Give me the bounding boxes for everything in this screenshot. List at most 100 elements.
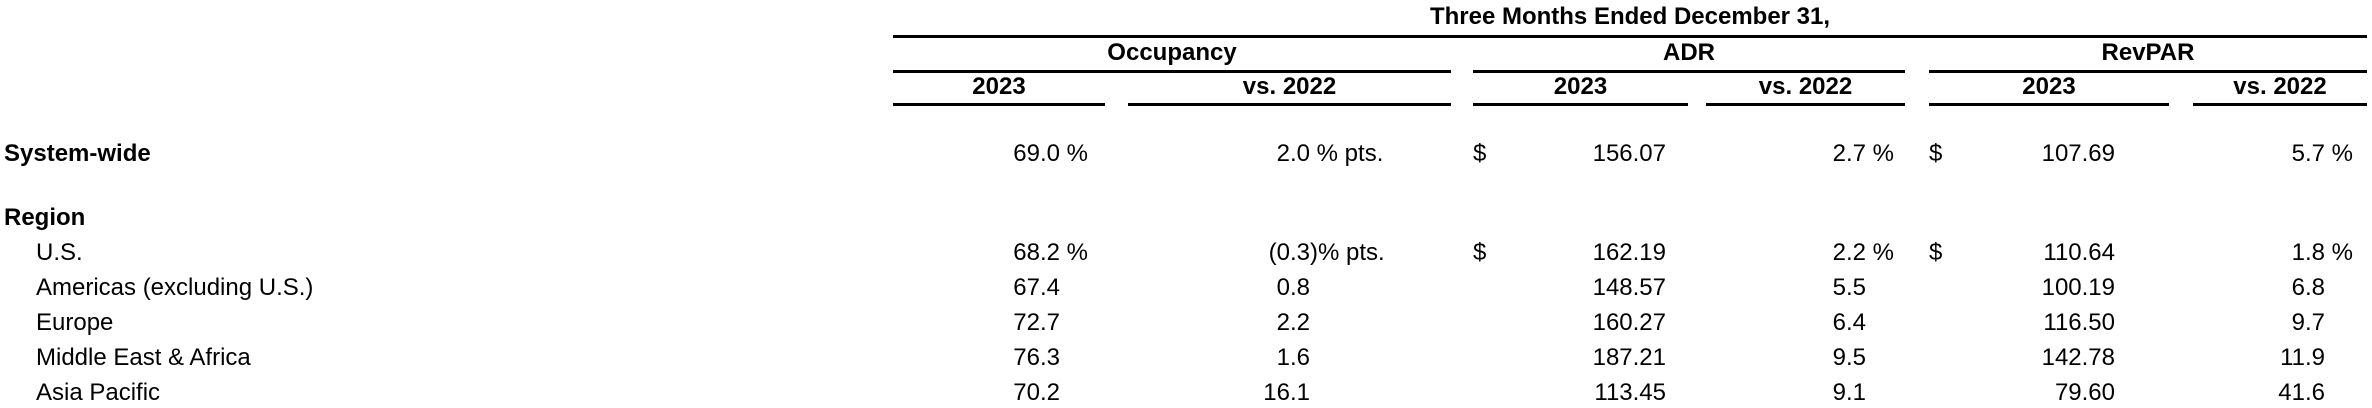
adr-2023-unit (1666, 136, 1706, 171)
revpar-currency-symbol (1929, 375, 1990, 408)
revpar-vs-2022-unit (2325, 270, 2372, 305)
revpar-2023-value: 107.69 (2041, 140, 2115, 167)
adr-2023-unit (1666, 235, 1706, 270)
revpar-vs-2022-underline (2193, 103, 2367, 106)
adr-2023-value (1530, 200, 1666, 235)
occupancy-vs-2022-value (1128, 200, 1310, 235)
occupancy-2023-unit (1060, 375, 1128, 408)
adr-vs-2022-value: 2.2 (1832, 239, 1866, 266)
adr-2023-value: 148.57 (1592, 274, 1666, 301)
adr-vs-2022-unit (1866, 270, 1929, 305)
adr-vs-2022-unit: % (1866, 140, 1895, 167)
adr-2023-value: 162.19 (1592, 239, 1666, 266)
occupancy-vs-2022-header: vs. 2022 (1242, 73, 1337, 100)
row-label: U.S. (36, 239, 83, 266)
revpar-currency-symbol (1929, 270, 1990, 305)
table-row: Europe 72.7 2.2 160.27 6.4 116.50 9.7 (0, 305, 2372, 340)
adr-vs-2022-value: 6.4 (1832, 309, 1866, 336)
revpar-currency-symbol: $ (1929, 140, 1943, 167)
adr-currency-symbol: $ (1473, 239, 1487, 266)
occupancy-group-underline (893, 70, 1451, 73)
revpar-2023-unit (2115, 235, 2193, 270)
occupancy-2023-unit (1060, 200, 1128, 235)
occupancy-2023-unit: % (1060, 140, 1089, 167)
revpar-2023-value: 142.78 (2041, 344, 2115, 371)
adr-2023-header: 2023 (1553, 73, 1608, 100)
revpar-vs-2022-unit (2325, 305, 2372, 340)
revpar-2023-value: 116.50 (2043, 309, 2115, 336)
adr-vs-2022-value: 9.1 (1832, 379, 1866, 406)
revpar-vs-2022-header: vs. 2022 (2233, 73, 2327, 100)
occupancy-vs-2022-value: 0.8 (1276, 274, 1310, 301)
table-row: Middle East & Africa 76.3 1.6 187.21 9.5… (0, 340, 2372, 375)
occupancy-vs-2022-value: 2.2 (1276, 309, 1310, 336)
revpar-currency-symbol (1929, 200, 1990, 235)
revpar-vs-2022-value: 9.7 (2291, 309, 2325, 336)
adr-vs-2022-unit (1866, 200, 1929, 235)
revpar-vs-2022-value: 1.8 (2291, 239, 2325, 266)
table-row: U.S. 68.2 % (0.3 )% pts. $ 162.19 2.2 % … (0, 235, 2372, 270)
revpar-currency-symbol: $ (1929, 239, 1943, 266)
row-label: Asia Pacific (36, 379, 161, 406)
occupancy-vs-2022-unit: % pts. (1310, 140, 1384, 167)
adr-vs-2022-header: vs. 2022 (1758, 73, 1853, 100)
revpar-vs-2022-value: 41.6 (2278, 379, 2325, 406)
revpar-2023-underline (1929, 103, 2169, 106)
adr-currency-symbol (1473, 200, 1530, 235)
revpar-2023-unit (2115, 375, 2193, 408)
revpar-currency-symbol (1929, 305, 1990, 340)
revpar-group-underline (1929, 70, 2367, 73)
adr-2023-unit (1666, 305, 1706, 340)
row-label: System-wide (4, 140, 151, 167)
adr-currency-symbol (1473, 340, 1530, 375)
adr-currency-symbol: $ (1473, 140, 1487, 167)
occupancy-2023-unit (1060, 305, 1128, 340)
adr-2023-unit (1666, 375, 1706, 408)
revpar-vs-2022-value: 11.9 (2280, 344, 2325, 371)
adr-vs-2022-unit: % (1866, 239, 1895, 266)
adr-2023-unit (1666, 200, 1706, 235)
table-body: System-wide 69.0 % 2.0 % pts. $ 156.07 2… (0, 136, 2372, 408)
revpar-currency-symbol (1929, 340, 1990, 375)
adr-vs-2022-unit (1866, 375, 1929, 408)
adr-2023-unit (1666, 340, 1706, 375)
revpar-vs-2022-value: 5.7 (2291, 140, 2325, 167)
occupancy-vs-2022-value: 16.1 (1263, 379, 1310, 406)
revpar-2023-unit (2115, 305, 2193, 340)
occupancy-vs-2022-value: 1.6 (1276, 344, 1310, 371)
adr-currency-symbol (1473, 375, 1530, 408)
revpar-vs-2022-unit: % (2325, 239, 2354, 266)
adr-group-underline (1473, 70, 1905, 73)
revpar-2023-unit (2115, 340, 2193, 375)
table-row: Americas (excluding U.S.) 67.4 0.8 148.5… (0, 270, 2372, 305)
revpar-vs-2022-value (2193, 200, 2325, 235)
revpar-vs-2022-unit (2325, 200, 2372, 235)
adr-vs-2022-value: 5.5 (1832, 274, 1866, 301)
occupancy-2023-unit: % (1060, 239, 1089, 266)
table-row: Asia Pacific 70.2 16.1 113.45 9.1 79.60 … (0, 375, 2372, 408)
row-label: Europe (36, 309, 114, 336)
occupancy-vs-2022-value: (0.3 (1268, 239, 1310, 266)
revpar-vs-2022-value: 6.8 (2291, 274, 2325, 301)
revpar-2023-value (1990, 200, 2115, 235)
occupancy-2023-value: 72.7 (1013, 309, 1060, 336)
table-row: Region (0, 200, 2372, 235)
revpar-2023-unit (2115, 270, 2193, 305)
adr-vs-2022-value: 2.7 (1832, 140, 1866, 167)
occupancy-2023-value: 76.3 (1013, 344, 1060, 371)
adr-2023-underline (1473, 103, 1688, 106)
period-header: Three Months Ended December 31, (1429, 3, 1831, 30)
revpar-2023-unit (2115, 136, 2193, 171)
occupancy-vs-2022-underline (1128, 103, 1451, 106)
occupancy-2023-underline (893, 103, 1105, 106)
occupancy-2023-unit (1060, 340, 1128, 375)
revpar-2023-value: 100.19 (2041, 274, 2115, 301)
revpar-2023-value: 79.60 (2054, 379, 2115, 406)
adr-vs-2022-underline (1706, 103, 1905, 106)
revpar-vs-2022-unit (2325, 340, 2372, 375)
period-underline (893, 35, 2367, 38)
revpar-vs-2022-unit: % (2325, 140, 2354, 167)
occupancy-vs-2022-unit: )% pts. (1310, 239, 1385, 266)
revpar-vs-2022-unit (2325, 375, 2372, 408)
revpar-2023-value: 110.64 (2043, 239, 2115, 266)
